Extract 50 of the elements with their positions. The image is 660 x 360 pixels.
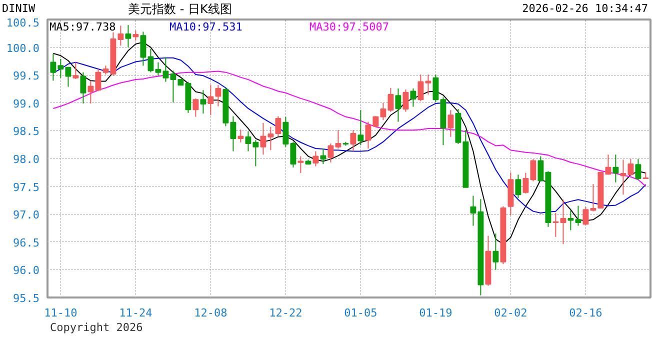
y-tick-label: 97.0 xyxy=(13,208,40,222)
x-tick-label: 02-02 xyxy=(494,306,528,320)
x-tick-label: 02-16 xyxy=(569,306,602,320)
line-series xyxy=(52,70,646,187)
candlestick xyxy=(132,30,139,42)
candlestick xyxy=(635,158,642,181)
candlestick xyxy=(515,174,522,198)
y-tick-label: 96.5 xyxy=(13,236,40,250)
y-tick-label: 97.5 xyxy=(13,180,40,194)
y-tick-label: 95.5 xyxy=(13,292,40,305)
x-tick-label: 01-19 xyxy=(419,306,452,320)
y-tick-label: 99.0 xyxy=(13,97,40,110)
text: DINIW xyxy=(2,1,36,17)
candlestick xyxy=(402,89,409,112)
x-tick-label: 12-22 xyxy=(269,306,302,320)
candlestick xyxy=(358,110,364,146)
text: Copyright 2026 xyxy=(50,320,143,336)
candlestick xyxy=(238,129,244,143)
candlestick xyxy=(200,90,206,114)
title: 美元指数 - 日K线图 xyxy=(128,1,232,18)
candlestick xyxy=(298,156,304,174)
candlestick xyxy=(208,84,214,116)
candlestick xyxy=(320,148,326,165)
y-tick-label: 100.0 xyxy=(6,42,40,55)
x-tick-label: 01-05 xyxy=(344,306,378,320)
y-tick-label: 98.5 xyxy=(13,125,40,138)
x-tick-label: 11-24 xyxy=(119,306,153,320)
candlestick xyxy=(312,150,319,167)
candlestick xyxy=(192,98,199,118)
x-tick-label: 11-10 xyxy=(44,306,78,320)
candlestick xyxy=(125,24,132,48)
candlestick xyxy=(410,88,416,108)
candlestick xyxy=(612,154,619,183)
candlestick xyxy=(72,62,79,80)
candlestick xyxy=(275,116,282,137)
candlestick xyxy=(492,233,499,270)
x-tick-label: 12-08 xyxy=(194,306,228,320)
candlestick xyxy=(448,110,454,138)
candlestick xyxy=(395,88,402,122)
text: 2026-02-26 10:34:47 xyxy=(522,1,648,17)
y-tick-label: 96.0 xyxy=(13,264,40,278)
candlestick xyxy=(80,72,86,104)
text: MA30:97.5007 xyxy=(310,20,389,34)
series-label: MA5:97.738 xyxy=(50,20,116,34)
y-tick-label: 98.0 xyxy=(13,153,40,166)
y-tick-label: 99.5 xyxy=(13,70,40,83)
candlestick xyxy=(215,84,222,107)
text: MA10:97.531 xyxy=(170,20,242,34)
candlestick xyxy=(350,130,356,152)
y-tick-label: 100.5 xyxy=(6,16,40,30)
